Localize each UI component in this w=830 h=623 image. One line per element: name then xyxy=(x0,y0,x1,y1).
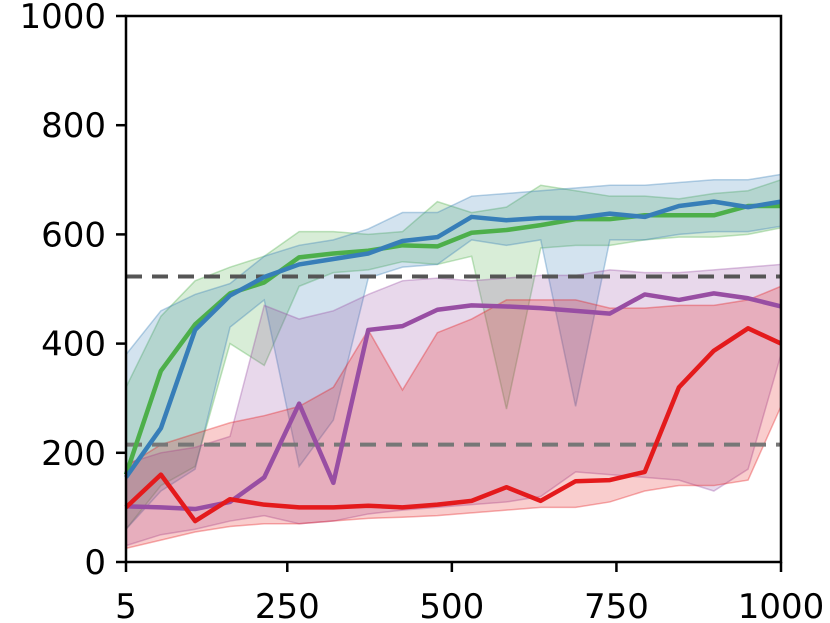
x-tick-label: 500 xyxy=(419,587,484,623)
y-tick-label: 400 xyxy=(41,325,106,365)
x-tick-label: 750 xyxy=(584,587,649,623)
reference-lines xyxy=(126,274,781,447)
series-2-line xyxy=(124,199,782,479)
y-tick-label: 600 xyxy=(41,215,106,255)
y-tick-label: 800 xyxy=(41,106,106,146)
y-tick-label: 0 xyxy=(84,543,106,583)
y-tick-label: 200 xyxy=(41,434,106,474)
series-lines xyxy=(123,199,782,524)
x-tick-label: 5 xyxy=(115,587,137,623)
series-4-line xyxy=(124,326,782,524)
y-tick-label: 1000 xyxy=(19,0,106,37)
axes: 5 250 500 750 1000 0 200 400 600 800 1000 xyxy=(19,0,824,623)
confidence-bands xyxy=(125,173,782,550)
x-tick-label: 250 xyxy=(255,587,320,623)
plot-frame xyxy=(124,14,783,564)
x-tick-label: 1000 xyxy=(738,587,825,623)
